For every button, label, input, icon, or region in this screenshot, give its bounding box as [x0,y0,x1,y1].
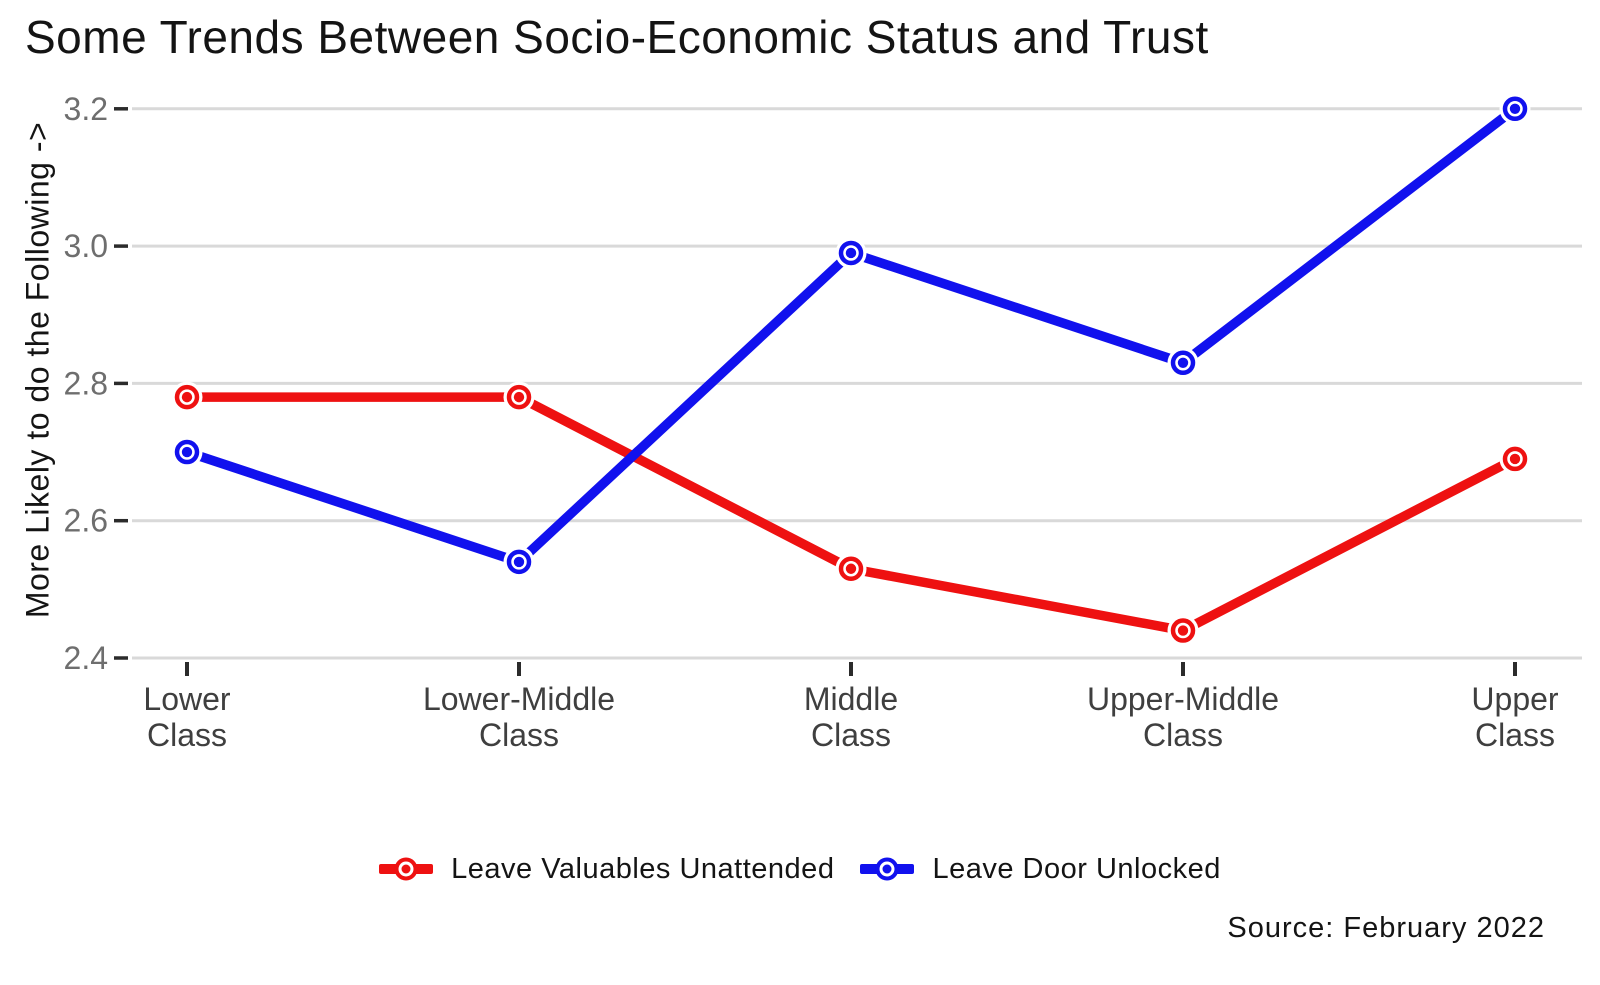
legend: Leave Valuables Unattended Leave Door Un… [0,840,1600,898]
chart-title: Some Trends Between Socio-Economic Statu… [25,11,1209,63]
line-chart-svg: 2.4 2.6 2.8 3.0 3.2 Lower Class Lower-Middle Cla… [64,91,1582,753]
legend-label: Leave Valuables Unattended [451,852,835,885]
red-line-marker-icon [379,853,434,885]
data-point-leave-door-unlocked-lower-class [171,436,203,468]
x-tick-label-middle-class: Middle Class [804,681,898,753]
data-point-leave-door-unlocked-upper-class [1499,93,1531,125]
y-tick-label: 2.6 [64,503,108,539]
x-tick-label-upper-class: Upper Class [1471,681,1559,753]
legend-item-leave-door-unlocked: Leave Door Unlocked [860,853,1220,886]
data-point-leave-valuables-unattended-upper-middle-class [1167,615,1199,647]
data-point-leave-valuables-unattended-lower-class [171,381,203,413]
blue-line-marker-icon [860,853,915,885]
open-circle-marker-icon [875,857,899,881]
x-tick-label-upper-middle-class: Upper-Middle Class [1087,681,1279,753]
legend-item-leave-valuables-unattended: Leave Valuables Unattended [379,853,834,886]
data-point-leave-door-unlocked-upper-middle-class [1167,347,1199,379]
open-circle-marker-icon [394,857,418,881]
source-note: Source: February 2022 [1227,912,1545,944]
data-point-leave-door-unlocked-lower-middle-class [503,546,535,578]
data-point-leave-valuables-unattended-middle-class [835,553,867,585]
series-line-leave-door-unlocked [185,105,1518,567]
x-tick-label-lower-class: Lower Class [143,681,231,753]
y-tick-label: 2.8 [64,365,108,401]
center-dot-icon [401,864,411,874]
center-dot-icon [882,864,892,874]
data-point-leave-valuables-unattended-lower-middle-class [503,381,535,413]
data-point-leave-valuables-unattended-upper-class [1499,443,1531,475]
x-tick-label-lower-middle-class: Lower-Middle Class [423,681,615,753]
legend-label: Leave Door Unlocked [932,852,1221,885]
y-tick-label: 3.2 [64,91,108,127]
y-tick-label: 2.4 [64,640,108,676]
y-tick-label: 3.0 [64,228,108,264]
plot-area: 2.4 2.6 2.8 3.0 3.2 Lower Class Lower-Middle Cla… [0,75,1600,765]
data-point-leave-door-unlocked-middle-class [835,237,867,269]
